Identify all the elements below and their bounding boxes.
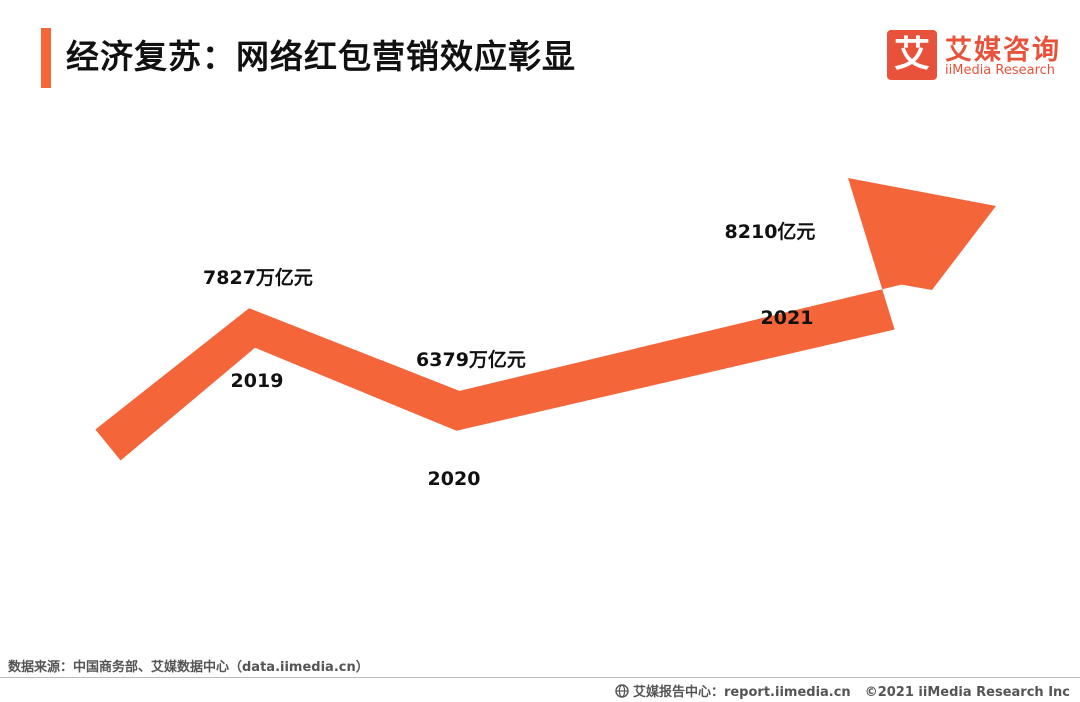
trend-arrow <box>95 178 996 461</box>
page-title: 经济复苏：网络红包营销效应彰显 <box>66 37 576 76</box>
data-source-note: 数据来源：中国商务部、艾媒数据中心（data.iimedia.cn） <box>8 660 369 675</box>
value-label-2021: 8210亿元 <box>725 220 816 243</box>
year-label-2020: 2020 <box>428 468 481 490</box>
logo-name-en: iiMedia Research <box>945 63 1056 78</box>
footer-bar: 艾媒报告中心：report.iimedia.cn ©2021 iiMedia Re… <box>615 681 1070 700</box>
logo-icon: 艾 <box>887 30 937 80</box>
copyright-text: ©2021 iiMedia Research Inc <box>864 685 1070 700</box>
brand-logo: 艾 艾媒咨询 iiMedia Research <box>887 30 1062 80</box>
year-label-2019: 2019 <box>231 370 284 392</box>
title-accent-bar <box>41 28 51 88</box>
footer-divider <box>0 677 1080 678</box>
value-label-2019: 7827万亿元 <box>203 266 313 289</box>
globe-icon <box>615 684 629 698</box>
report-center-link[interactable]: 艾媒报告中心：report.iimedia.cn <box>632 685 851 700</box>
value-label-2020: 6379万亿元 <box>416 348 526 371</box>
logo-name-cn: 艾媒咨询 <box>945 35 1061 66</box>
year-label-2021: 2021 <box>761 307 814 329</box>
